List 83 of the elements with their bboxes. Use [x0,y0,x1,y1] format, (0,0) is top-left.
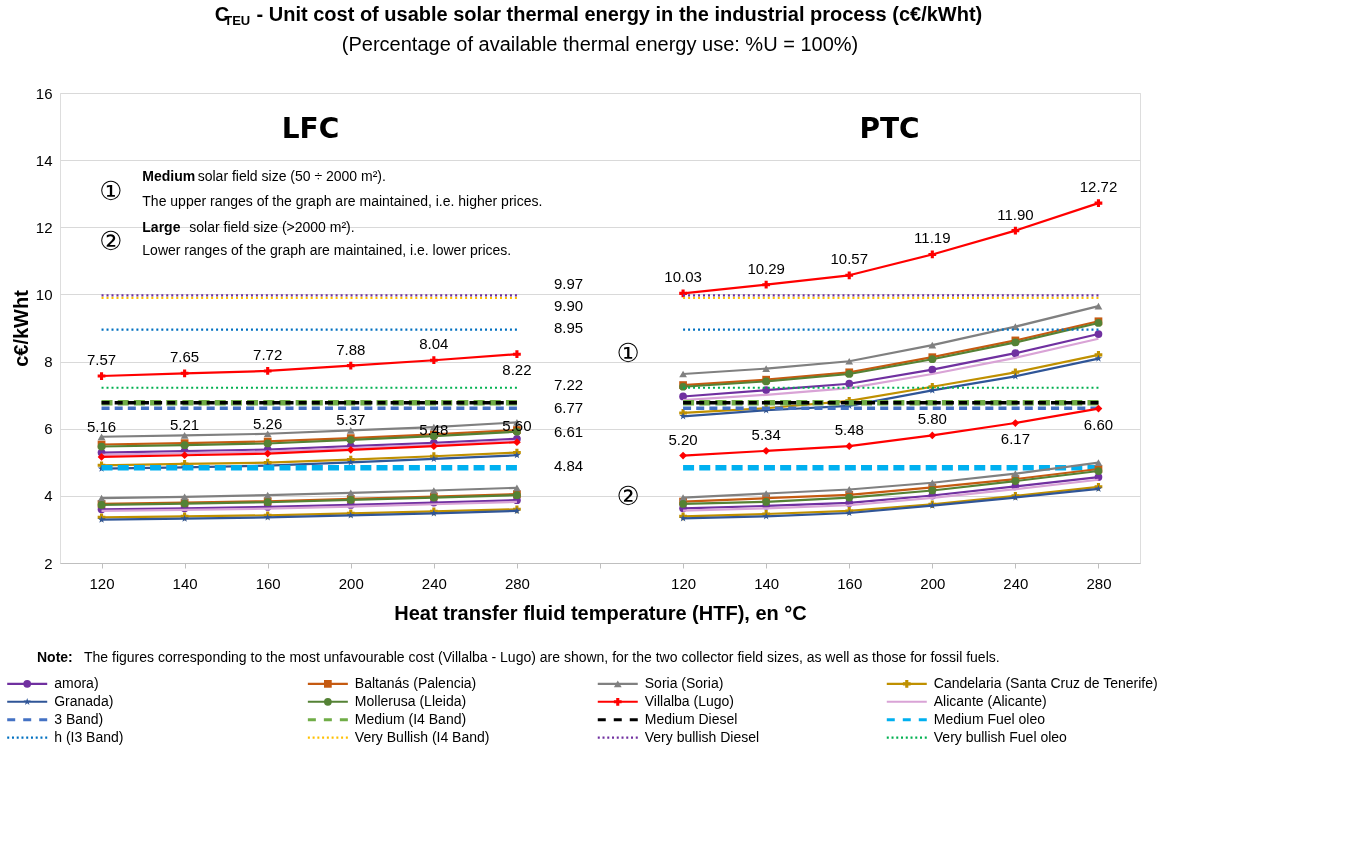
data-label: 5.26 [253,414,283,432]
x-tick-label: 120 [89,574,115,592]
annotation: Lower ranges of the graph are maintained, i.e. lower prices. [142,241,512,258]
annotation: solar field size (>2000 m²). [189,219,355,236]
data-label: 7.65 [170,348,200,366]
annotation: ① [99,176,123,207]
data-label: 8.04 [419,335,449,353]
y-tick-label: 12 [35,218,53,236]
x-tick-label: 140 [172,574,198,592]
x-tick-label: 120 [671,574,697,592]
annotation: 7.22 [553,375,584,393]
legend-label: Baltanás (Palencia) [354,674,477,691]
annotation: Large [142,219,181,236]
annotation: 8.95 [553,319,584,337]
annotation: The upper ranges of the graph are maintained, i.e. higher prices. [142,193,543,210]
legend-label: Alicante (Alicante) [933,692,1047,709]
annotation: 6.77 [553,399,584,417]
annotation: 4.84 [553,457,584,475]
data-label: 5.37 [336,410,366,428]
legend-label: amora) [54,674,99,691]
annotation: LFC [281,111,340,145]
annotation: solar field size (50 ÷ 2000 m²). [197,168,386,185]
y-tick-label: 10 [35,285,53,303]
legend-label: Candelaria (Santa Cruz de Tenerife) [933,674,1158,691]
legend-label: Medium Diesel [644,710,738,727]
y-tick-label: 4 [44,487,53,505]
x-tick-label: 280 [1086,574,1112,592]
x-tick-label: 240 [1003,574,1029,592]
x-tick-label: 200 [920,574,946,592]
legend-label: Very Bullish (I4 Band) [354,728,490,745]
y-tick-label: 6 [44,420,53,438]
data-label: 7.72 [253,345,283,363]
data-label: 5.16 [86,417,117,435]
x-tick-label: 240 [421,574,447,592]
y-tick-label: 14 [35,151,53,169]
data-label: 5.34 [751,425,781,443]
x-tick-label: 160 [255,574,281,592]
legend-label: Very bullish Diesel [644,728,760,745]
annotation: 6.61 [553,423,584,441]
data-label: 12.72 [1079,178,1118,196]
data-label: 5.21 [170,416,200,434]
y-tick-label: 16 [35,84,53,102]
annotation: ① [616,337,640,368]
data-label: 7.57 [86,351,117,369]
legend-label: Medium Fuel oleo [933,710,1046,727]
text: The figures corresponding to the most unfavourable cost (Villalba - Lugo) are shown, for the two collector field sizes, as well as those for fossil fuels. [84,648,1000,665]
data-label: 5.20 [668,430,698,448]
x-tick-label: 160 [837,574,863,592]
legend-label: h (I3 Band) [54,728,124,745]
data-label: 5.80 [917,410,947,428]
x-axis-title: Heat transfer fluid temperature (HTF), en °C [394,601,807,624]
annotation: 9.97 [553,274,584,292]
y-tick-label: 8 [44,353,53,371]
data-label: 10.57 [830,250,868,268]
data-label: 11.19 [914,229,951,247]
x-tick-label: 140 [754,574,780,592]
x-tick-label: 200 [338,574,364,592]
legend-label: Granada) [54,692,114,709]
data-label: 7.88 [336,340,366,358]
text: Note: [37,648,73,665]
data-label: 11.90 [997,205,1034,223]
annotation: 9.90 [553,297,584,315]
legend-label: Mollerusa (Lleida) [354,692,467,709]
annotation: ② [616,480,640,511]
chart-subtitle: (Percentage of available thermal energy use: %U = 100%) [341,33,859,55]
data-label: 8.22 [502,361,532,379]
data-label: 10.29 [747,259,785,277]
data-label: 6.17 [1000,430,1030,448]
legend-label: Villalba (Lugo) [644,692,735,709]
legend-label: Medium (I4 Band) [354,710,467,727]
annotation: Medium [142,168,196,185]
data-label: 5.48 [834,421,864,439]
x-tick-label: 280 [504,574,530,592]
data-label: 6.60 [1083,415,1114,433]
annotation: PTC [859,111,920,145]
legend-label: Very bullish Fuel oleo [933,728,1068,745]
legend-label: 3 Band) [54,710,104,727]
annotation: ② [99,225,123,256]
data-label: 5.60 [502,417,532,435]
y-axis-title: c€/kWht [9,289,32,367]
y-tick-label: 2 [44,554,53,572]
legend-label: Soria (Soria) [644,674,724,691]
data-label: 10.03 [664,268,702,286]
